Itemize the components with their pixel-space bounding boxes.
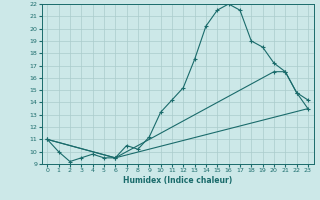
X-axis label: Humidex (Indice chaleur): Humidex (Indice chaleur) xyxy=(123,176,232,185)
